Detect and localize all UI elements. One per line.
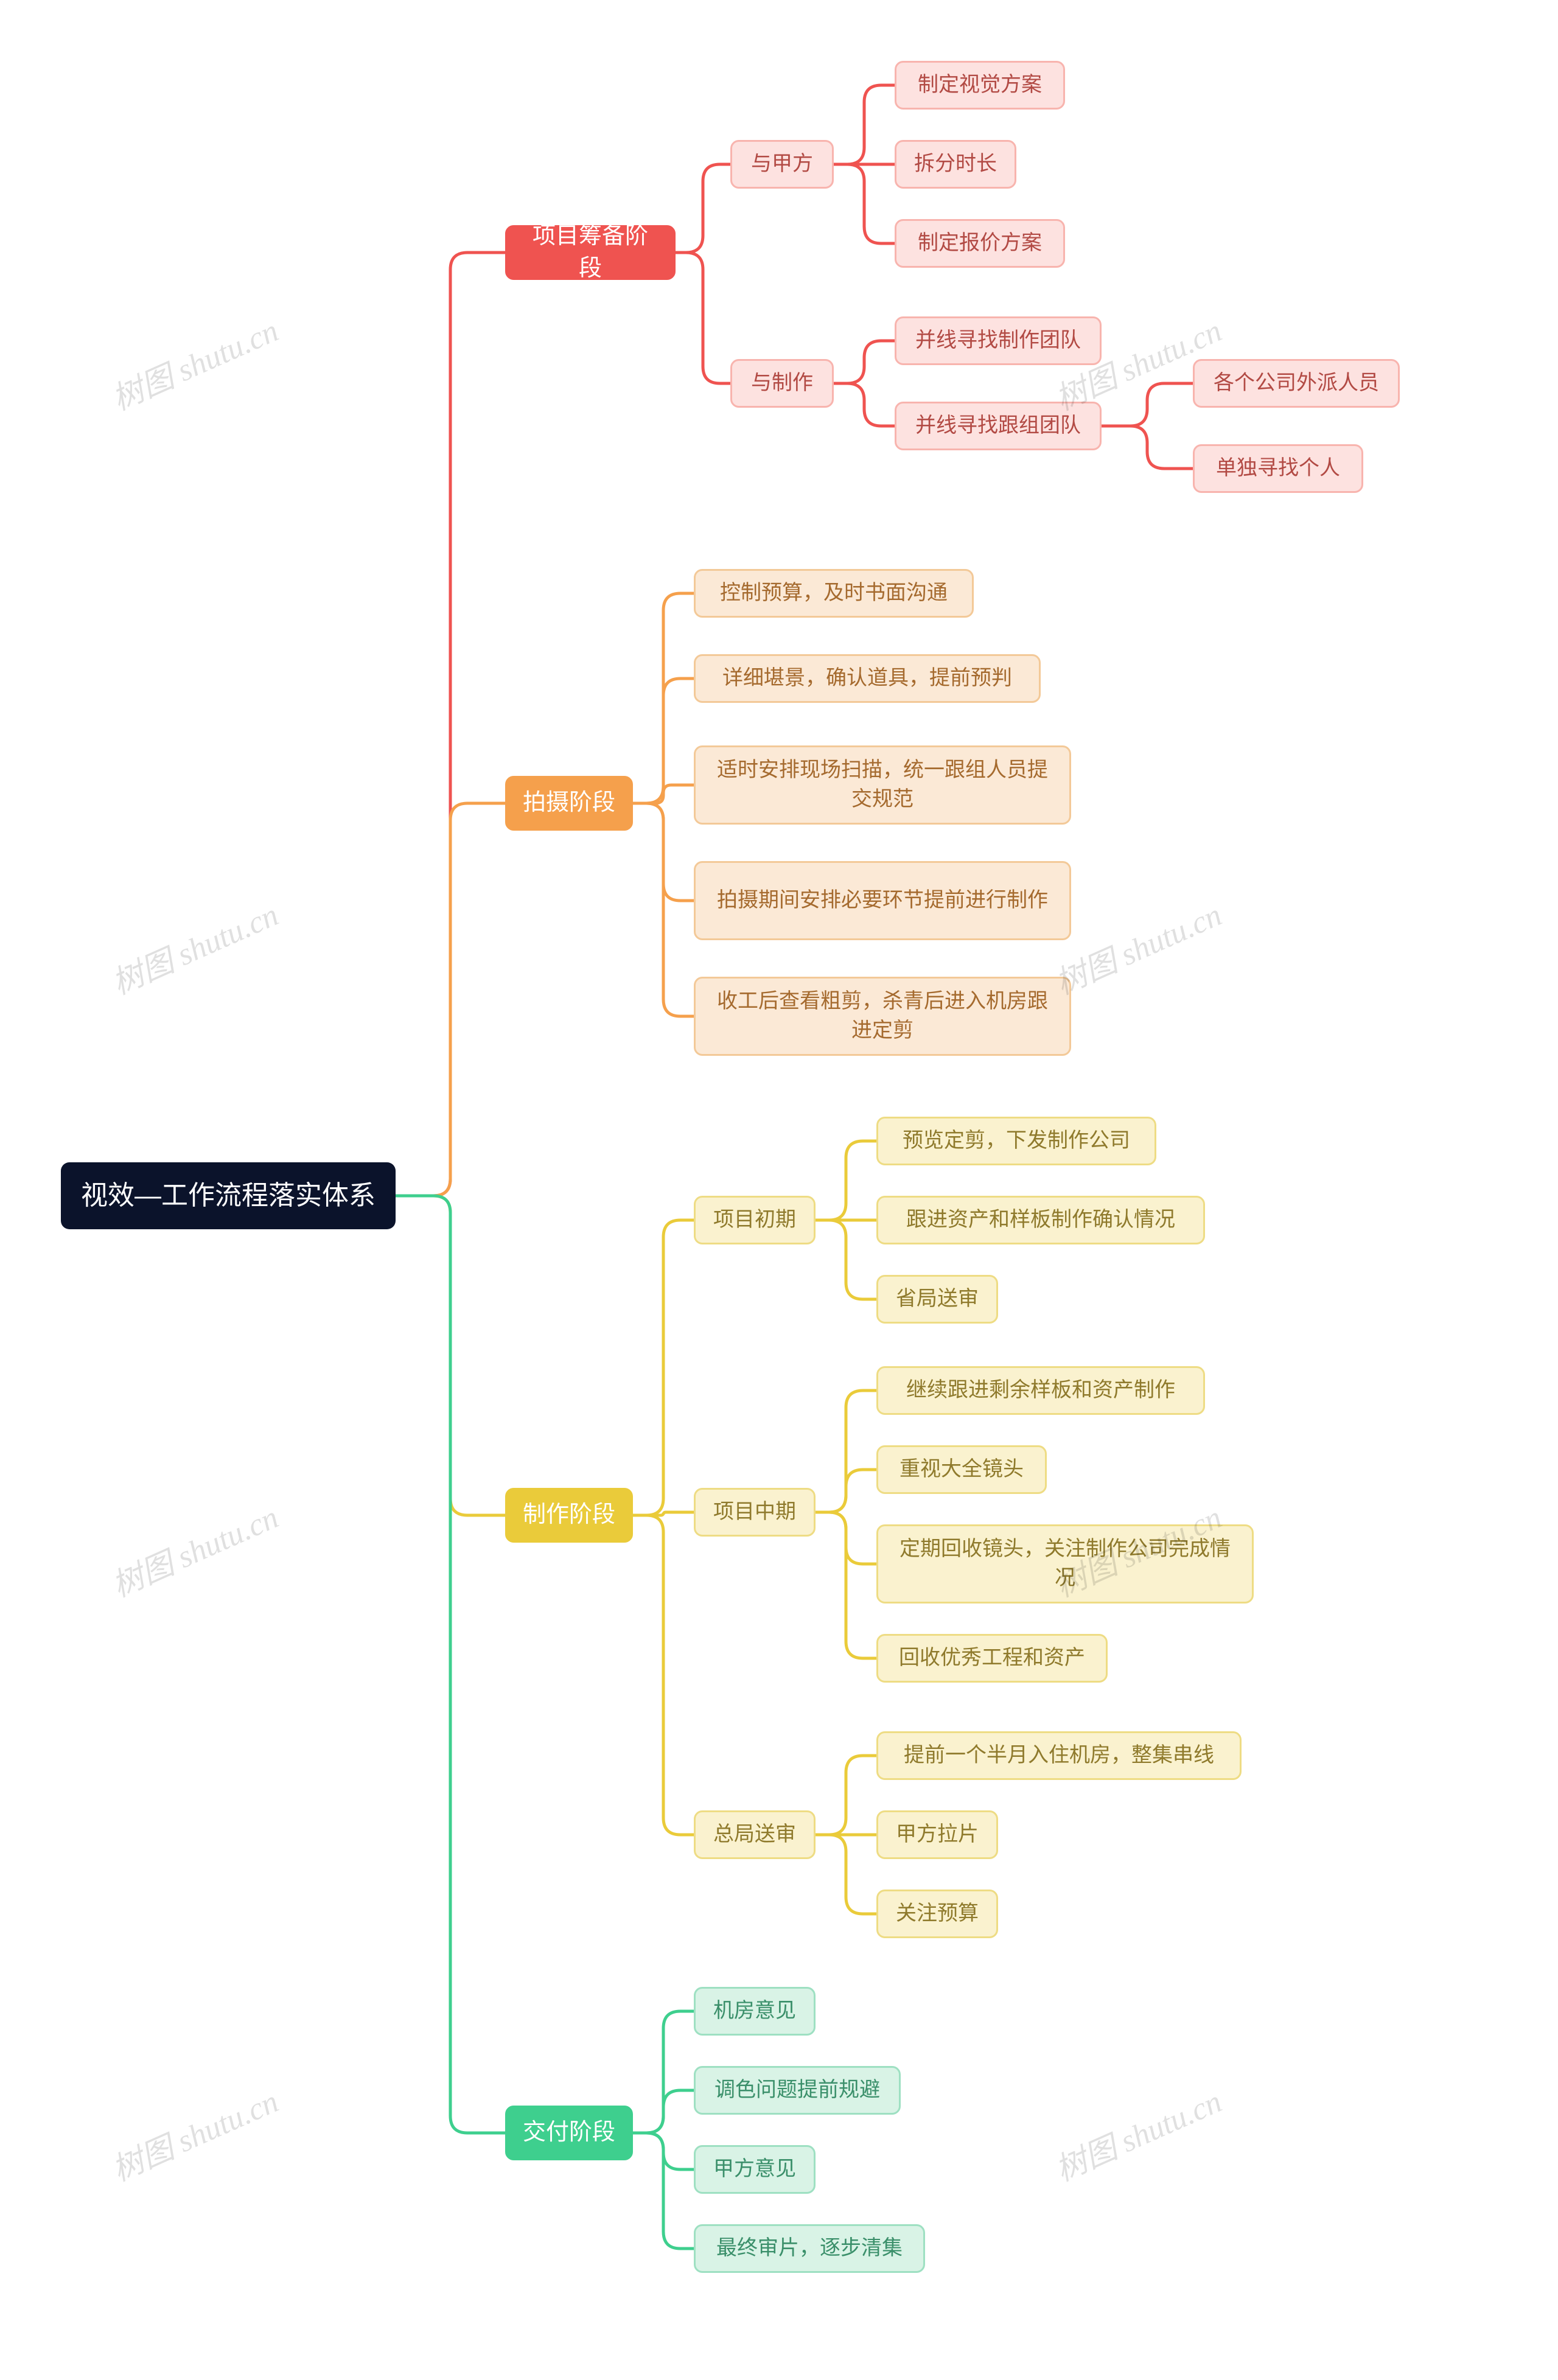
node-prep_b_1: 并线寻找制作团队 — [895, 316, 1102, 365]
node-prod_c: 总局送审 — [694, 1810, 816, 1859]
node-prep_a_3: 制定报价方案 — [895, 219, 1065, 268]
node-prep_b_2: 并线寻找跟组团队 — [895, 402, 1102, 450]
node-prod_b: 项目中期 — [694, 1488, 816, 1537]
node-shoot_5: 收工后查看粗剪，杀青后进入机房跟进定剪 — [694, 977, 1071, 1056]
node-prod_c_1: 提前一个半月入住机房，整集串线 — [876, 1731, 1242, 1780]
node-del_2: 调色问题提前规避 — [694, 2066, 901, 2115]
node-prep_b_2_b: 单独寻找个人 — [1193, 444, 1363, 493]
node-shoot: 拍摄阶段 — [505, 776, 633, 831]
watermark: 树图 shutu.cn — [1047, 2076, 1228, 2190]
root-node: 视效—工作流程落实体系 — [61, 1162, 396, 1229]
node-del_1: 机房意见 — [694, 1987, 816, 2036]
node-prod_a: 项目初期 — [694, 1196, 816, 1244]
node-prod_c_3: 关注预算 — [876, 1890, 998, 1938]
watermark: 树图 shutu.cn — [103, 889, 284, 1003]
node-prep_a: 与甲方 — [730, 140, 834, 189]
node-prep: 项目筹备阶段 — [505, 225, 676, 280]
node-shoot_4: 拍摄期间安排必要环节提前进行制作 — [694, 861, 1071, 940]
node-prod: 制作阶段 — [505, 1488, 633, 1543]
mindmap-stage: 视效—工作流程落实体系项目筹备阶段与甲方制定视觉方案拆分时长制定报价方案与制作并… — [0, 0, 1558, 2380]
node-prep_a_1: 制定视觉方案 — [895, 61, 1065, 110]
node-del_3: 甲方意见 — [694, 2145, 816, 2194]
node-shoot_1: 控制预算，及时书面沟通 — [694, 569, 974, 618]
node-shoot_2: 详细堪景，确认道具，提前预判 — [694, 654, 1041, 703]
node-del_4: 最终审片，逐步清集 — [694, 2224, 925, 2273]
node-prod_a_1: 预览定剪，下发制作公司 — [876, 1117, 1156, 1165]
node-deliver: 交付阶段 — [505, 2106, 633, 2160]
node-prod_c_2: 甲方拉片 — [876, 1810, 998, 1859]
node-prod_b_1: 继续跟进剩余样板和资产制作 — [876, 1366, 1205, 1415]
node-shoot_3: 适时安排现场扫描，统一跟组人员提交规范 — [694, 745, 1071, 825]
watermark: 树图 shutu.cn — [103, 2076, 284, 2190]
watermark: 树图 shutu.cn — [1047, 889, 1228, 1003]
node-prep_b_2_a: 各个公司外派人员 — [1193, 359, 1400, 408]
node-prod_a_2: 跟进资产和样板制作确认情况 — [876, 1196, 1205, 1244]
node-prod_a_3: 省局送审 — [876, 1275, 998, 1324]
node-prod_b_4: 回收优秀工程和资产 — [876, 1634, 1108, 1683]
watermark: 树图 shutu.cn — [103, 305, 284, 419]
node-prep_a_2: 拆分时长 — [895, 140, 1016, 189]
node-prod_b_3: 定期回收镜头，关注制作公司完成情况 — [876, 1524, 1254, 1604]
node-prod_b_2: 重视大全镜头 — [876, 1445, 1047, 1494]
watermark: 树图 shutu.cn — [103, 1492, 284, 1605]
node-prep_b: 与制作 — [730, 359, 834, 408]
